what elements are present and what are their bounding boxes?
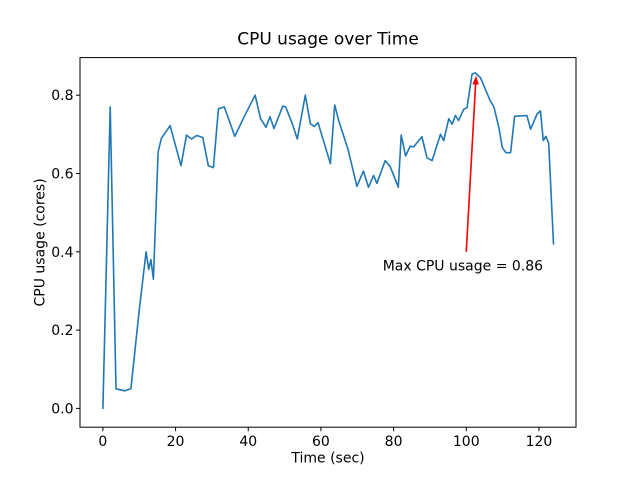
annotation-arrowhead	[472, 75, 479, 85]
y-tick-label: 0.6	[51, 166, 73, 182]
y-tick-label: 0.0	[51, 401, 73, 417]
cpu-usage-line	[102, 72, 555, 410]
annotation-arrow-shaft	[465, 84, 477, 252]
y-tick-label: 0.8	[51, 88, 73, 104]
x-tick-label: 80	[385, 434, 403, 450]
max-annotation-text: Max CPU usage = 0.86	[383, 259, 543, 275]
x-tick-label: 60	[312, 434, 330, 450]
x-tick-label: 100	[453, 434, 480, 450]
x-tick-label: 20	[167, 434, 185, 450]
x-tick-label: 0	[98, 434, 107, 450]
x-axis-label: Time (sec)	[290, 451, 364, 467]
x-tick-label: 40	[239, 434, 257, 450]
axes-frame	[79, 57, 577, 428]
x-tick-label: 120	[526, 434, 553, 450]
y-tick-label: 0.2	[51, 323, 73, 339]
y-axis-label: CPU usage (cores)	[33, 178, 49, 306]
y-tick-label: 0.4	[51, 245, 73, 261]
chart-title: CPU usage over Time	[237, 30, 419, 50]
plot-area: 0 20 40 60 80 100 120 0.0 0.2 0.4 0.6 0.8	[51, 57, 577, 450]
